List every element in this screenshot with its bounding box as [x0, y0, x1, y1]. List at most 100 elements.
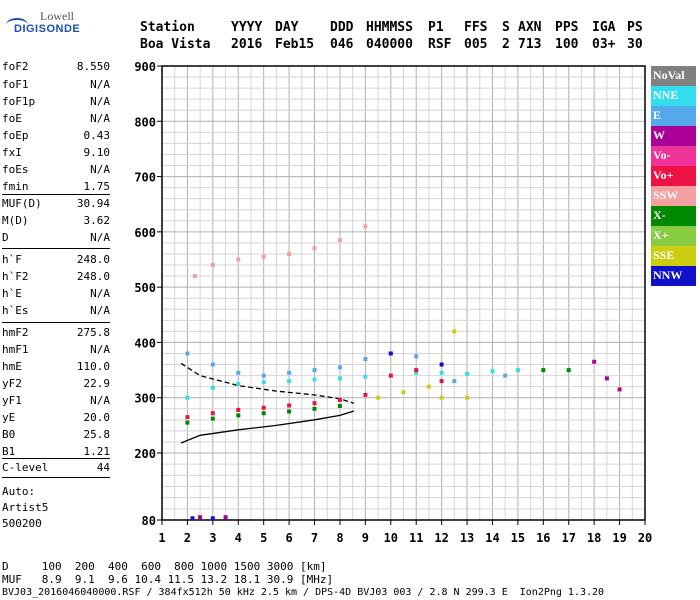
legend-item-sse: SSE [651, 246, 696, 266]
header-ffs-label: FFS [464, 20, 488, 35]
header-station-value: Boa Vista [140, 37, 211, 52]
data-point-nnw [439, 362, 444, 367]
param-label: foF1p [2, 95, 36, 108]
param-row: M(D) 3.62 [2, 214, 110, 230]
data-point-w [604, 376, 609, 381]
x-tick-label: 12 [434, 531, 448, 545]
x-tick-label: 6 [285, 531, 292, 545]
data-point-nne [287, 379, 292, 384]
legend-item-vo-plus: Vo+ [651, 166, 696, 186]
x-tick-label: 7 [311, 531, 318, 545]
digisonde-logo: Lowell DIGISONDE [4, 8, 80, 48]
data-point-vo- [414, 368, 419, 373]
data-point-ssw [236, 257, 241, 262]
param-row: hmF1 N/A [2, 343, 110, 359]
data-point-ssw [363, 224, 368, 229]
param-value: N/A [90, 287, 110, 300]
param-label: foEs [2, 163, 29, 176]
data-point-e [452, 379, 457, 384]
x-tick-label: 10 [384, 531, 398, 545]
param-row: fmin 1.75 [2, 180, 110, 196]
data-point-nne [185, 395, 190, 400]
param-row: foEp 0.43 [2, 129, 110, 145]
data-point-x- [337, 404, 342, 408]
param-row: yF1 N/A [2, 394, 110, 410]
divider [2, 477, 110, 478]
param-label: foF1 [2, 78, 29, 91]
header-s-label: S [502, 20, 510, 35]
param-label: B0 [2, 428, 16, 441]
data-point-e [287, 370, 292, 375]
auto-scaler-name: Artist5 [2, 501, 49, 514]
param-value: 22.9 [83, 377, 111, 390]
y-tick-label: 500 [134, 281, 156, 295]
data-point-w [223, 515, 228, 520]
data-point-e [503, 373, 508, 378]
param-value: 1.75 [83, 180, 111, 193]
data-point-sse [439, 395, 444, 400]
data-point-nne [337, 376, 342, 381]
header-axn-label: AXN [518, 20, 542, 35]
param-label: C-level [2, 461, 49, 474]
param-value: N/A [90, 231, 110, 244]
y-tick-label: 400 [134, 336, 156, 350]
y-tick-label: 200 [134, 447, 156, 461]
data-point-w [198, 515, 203, 520]
x-tick-label: 1 [158, 531, 165, 545]
param-label: h`Es [2, 304, 29, 317]
param-row: h`Es N/A [2, 304, 110, 320]
x-tick-label: 15 [511, 531, 525, 545]
param-value: 30.94 [76, 197, 110, 210]
param-value: 110.0 [76, 360, 110, 373]
data-point-nne [414, 370, 419, 375]
param-row: hmE 110.0 [2, 360, 110, 376]
param-value: 3.62 [83, 214, 111, 227]
data-point-w [592, 359, 597, 364]
data-point-ssw [210, 263, 215, 267]
x-tick-label: 5 [260, 531, 267, 545]
y-tick-label: 80 [142, 514, 156, 528]
param-value: 20.0 [83, 411, 111, 424]
param-row: h`F 248.0 [2, 253, 110, 269]
param-label: hmF2 [2, 326, 29, 339]
param-row: yE 20.0 [2, 411, 110, 427]
param-label: D [2, 231, 9, 244]
data-point-nne [312, 377, 317, 382]
data-point-x- [541, 368, 546, 373]
data-point-nne [363, 374, 368, 379]
param-value: N/A [90, 394, 110, 407]
param-label: hmE [2, 360, 22, 373]
x-tick-label: 19 [612, 531, 626, 545]
y-tick-label: 800 [134, 115, 156, 129]
param-label: yF2 [2, 377, 22, 390]
data-point-ssw [193, 274, 197, 279]
header-ps-label: PS [627, 20, 643, 35]
header-ddd-label: DDD [330, 20, 354, 35]
param-label: yF1 [2, 394, 22, 407]
data-point-vo- [337, 397, 342, 402]
divider [2, 248, 110, 249]
header-hhmmss-value: 040000 [366, 37, 413, 52]
x-tick-label: 11 [409, 531, 423, 545]
x-tick-label: 14 [485, 531, 499, 545]
legend-item-nne: NNE [651, 86, 696, 106]
data-point-sse [426, 384, 431, 389]
header-pps-value: 100 [555, 37, 579, 52]
param-value: 1.21 [83, 445, 111, 458]
muf-row: MUF 8.9 9.1 9.6 10.4 11.5 13.2 18.1 30.9… [2, 573, 334, 586]
data-point-nne [210, 385, 215, 390]
param-label: h`F2 [2, 270, 29, 283]
plot-frame [161, 65, 646, 521]
x-tick-label: 8 [336, 531, 343, 545]
data-point-vo- [363, 392, 368, 397]
y-tick-label: 700 [134, 171, 156, 185]
data-point-vo- [185, 415, 190, 420]
data-point-x- [261, 411, 266, 416]
file-info-row: BVJ03_2016046040000.RSF / 384fx512h 50 k… [2, 587, 605, 598]
header-pps-label: PPS [555, 20, 579, 35]
header-axn-value: 713 [518, 37, 542, 52]
data-point-e [236, 370, 241, 375]
param-label: hmF1 [2, 343, 29, 356]
param-value: 248.0 [76, 253, 110, 266]
header-s-value: 2 [502, 37, 510, 52]
